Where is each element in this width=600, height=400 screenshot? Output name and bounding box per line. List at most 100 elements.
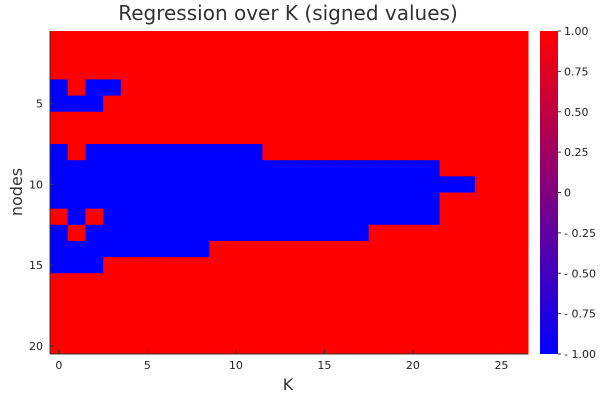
heatmap-cell: [103, 192, 122, 210]
heatmap-cell: [120, 31, 140, 48]
heatmap-cell: [492, 321, 511, 339]
heatmap-cell: [439, 31, 458, 48]
heatmap-cell: [474, 47, 494, 64]
heatmap-cell: [297, 240, 317, 258]
heatmap-cell: [280, 176, 299, 193]
heatmap-cell: [492, 79, 511, 97]
heatmap-cell: [50, 305, 69, 323]
heatmap-cell: [156, 127, 175, 145]
heatmap-cell: [67, 257, 86, 274]
heatmap-cell: [173, 240, 193, 258]
heatmap-cell: [280, 240, 299, 258]
heatmap-cell: [191, 240, 210, 258]
heatmap-cell: [315, 127, 334, 145]
heatmap-cell: [209, 47, 228, 64]
heatmap-cell: [103, 321, 122, 339]
heatmap-cell: [474, 208, 494, 226]
heatmap-cell: [262, 95, 281, 113]
heatmap-cell: [120, 305, 140, 323]
heatmap-cell: [457, 240, 476, 258]
heatmap-cell: [191, 224, 210, 242]
heatmap-cell: [103, 111, 122, 129]
heatmap-cell: [262, 31, 281, 48]
heatmap-cell: [350, 63, 370, 80]
heatmap-cell: [103, 257, 122, 274]
heatmap-cell: [404, 31, 423, 48]
y-axis-label: nodes: [7, 168, 26, 216]
heatmap-cell: [85, 337, 104, 355]
heatmap-cell: [280, 192, 299, 210]
y-tick-label: 15: [29, 259, 43, 272]
heatmap-cell: [138, 111, 157, 129]
heatmap-cell: [297, 176, 317, 193]
heatmap-cell: [457, 192, 476, 210]
heatmap-cell: [297, 192, 317, 210]
heatmap-cell: [191, 79, 210, 97]
heatmap-cell: [209, 289, 228, 307]
heatmap-cell: [439, 305, 458, 323]
heatmap-cell: [173, 192, 193, 210]
heatmap-cell: [350, 176, 370, 193]
heatmap-cell: [262, 224, 281, 242]
heatmap-cell: [156, 321, 175, 339]
x-tick-label: 10: [229, 359, 243, 372]
heatmap-cell: [474, 273, 494, 290]
heatmap-cell: [510, 192, 529, 210]
heatmap-cell: [103, 224, 122, 242]
heatmap-cell: [457, 305, 476, 323]
heatmap-cell: [191, 257, 210, 274]
heatmap-cell: [457, 144, 476, 161]
heatmap-cell: [404, 224, 423, 242]
heatmap-cell: [280, 273, 299, 290]
heatmap-cell: [315, 240, 334, 258]
heatmap-cell: [85, 257, 104, 274]
heatmap-cell: [404, 257, 423, 274]
heatmap-cell: [386, 305, 405, 323]
heatmap-cell: [404, 95, 423, 113]
heatmap-cell: [244, 79, 263, 97]
heatmap-cell: [492, 47, 511, 64]
heatmap-cell: [50, 111, 69, 129]
heatmap-cell: [209, 321, 228, 339]
heatmap-cell: [368, 337, 387, 355]
heatmap-cell: [244, 337, 263, 355]
heatmap-cell: [386, 111, 405, 129]
heatmap-cell: [368, 47, 387, 64]
heatmap-cell: [138, 127, 157, 145]
heatmap-cell: [333, 47, 352, 64]
heatmap-cell: [421, 79, 440, 97]
heatmap-cell: [510, 240, 529, 258]
heatmap-cell: [67, 95, 86, 113]
heatmap-cell: [510, 176, 529, 193]
heatmap-cell: [439, 257, 458, 274]
heatmap-cell: [191, 305, 210, 323]
heatmap-cell: [191, 31, 210, 48]
heatmap-cell: [280, 79, 299, 97]
heatmap-cell: [209, 79, 228, 97]
heatmap-cell: [191, 192, 210, 210]
heatmap-cell: [421, 289, 440, 307]
heatmap-cell: [510, 127, 529, 145]
heatmap-cell: [227, 337, 246, 355]
heatmap-cell: [67, 47, 86, 64]
heatmap-cell: [173, 79, 193, 97]
heatmap-cell: [457, 111, 476, 129]
heatmap-cell: [191, 160, 210, 177]
heatmap-cell: [103, 305, 122, 323]
heatmap-cell: [315, 31, 334, 48]
heatmap-cell: [421, 305, 440, 323]
heatmap-cell: [103, 127, 122, 145]
heatmap-cell: [368, 176, 387, 193]
heatmap-cell: [50, 192, 69, 210]
heatmap-cell: [173, 160, 193, 177]
heatmap-cell: [120, 160, 140, 177]
heatmap-cell: [138, 47, 157, 64]
heatmap-cell: [262, 240, 281, 258]
heatmap-cell: [120, 192, 140, 210]
heatmap-cell: [173, 144, 193, 161]
heatmap-cell: [510, 160, 529, 177]
heatmap-cell: [386, 224, 405, 242]
heatmap-cell: [368, 224, 387, 242]
heatmap-cell: [492, 192, 511, 210]
heatmap-cell: [474, 111, 494, 129]
